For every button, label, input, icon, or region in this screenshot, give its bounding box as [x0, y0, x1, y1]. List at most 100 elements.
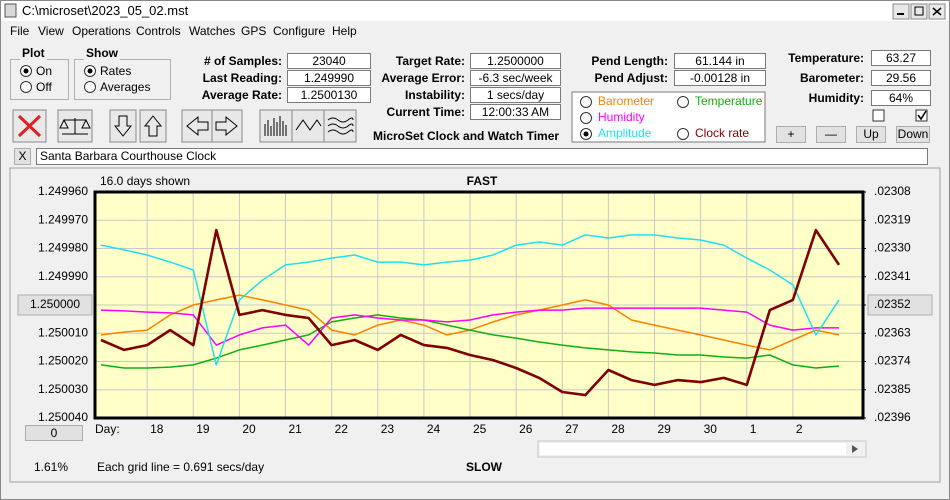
checkbox[interactable] — [915, 109, 928, 122]
x-axis-label: Day: — [95, 422, 120, 436]
watch-name[interactable]: Santa Barbara Courthouse Clock — [36, 148, 928, 165]
button[interactable]: + — [776, 126, 806, 143]
menu-item[interactable]: File — [10, 24, 30, 38]
legend-label[interactable]: Humidity — [598, 110, 645, 124]
menu-item[interactable]: Configure — [273, 24, 326, 38]
field-value: 29.56 — [871, 70, 931, 86]
app-icon — [4, 3, 17, 18]
menu-item[interactable]: Operations — [72, 24, 131, 38]
field-value: 61.144 in — [674, 53, 766, 69]
field-label: Temperature: — [788, 51, 864, 65]
window-title: C:\microset\2023_05_02.mst — [22, 3, 189, 18]
button[interactable]: Down — [896, 126, 930, 143]
group-title: Show — [84, 46, 120, 60]
slow-label: SLOW — [466, 460, 503, 474]
y2-tick-label: .02385 — [874, 382, 911, 396]
status: 1.61% — [34, 460, 68, 474]
legend-label[interactable]: Temperature — [695, 94, 763, 108]
field-value: 1.2500000 — [470, 53, 561, 69]
x-tick-label: 27 — [565, 422, 579, 436]
legend-label[interactable]: Clock rate — [695, 126, 749, 140]
y2-tick-label: .02374 — [874, 354, 911, 368]
field-label: Target Rate: — [395, 54, 465, 68]
offset-button[interactable]: 0 — [25, 425, 83, 441]
x-tick-label: 23 — [381, 422, 395, 436]
x-tick-label: 21 — [289, 422, 303, 436]
radio-label[interactable]: Rates — [100, 64, 132, 78]
radio-label[interactable]: On — [36, 64, 53, 78]
x-tick-label: 29 — [658, 422, 672, 436]
radio-button[interactable] — [580, 96, 592, 108]
scrollbar[interactable] — [537, 440, 867, 458]
x-tick-label: 30 — [704, 422, 718, 436]
x-tick-label: 2 — [796, 422, 803, 436]
field-label: Instability: — [404, 88, 465, 102]
radio-button[interactable] — [677, 96, 689, 108]
legend-label[interactable]: Amplitude — [598, 126, 652, 140]
y2-tick-label: .02352 — [874, 297, 911, 311]
field-value: -0.00128 in — [674, 70, 766, 86]
radio-button[interactable] — [84, 81, 96, 93]
series-line — [100, 228, 841, 397]
field-value: -6.3 sec/week — [470, 70, 561, 86]
field-value: 23040 — [287, 53, 371, 69]
field-value: 1.249990 — [287, 70, 371, 86]
days-shown: 16.0 days shown — [100, 174, 190, 188]
y-tick-label: 1.249990 — [38, 269, 88, 283]
checkbox[interactable] — [872, 109, 885, 122]
x-tick-label: 19 — [196, 422, 210, 436]
app-caption: MicroSet Clock and Watch Timer — [373, 129, 560, 143]
grid-note: Each grid line = 0.691 secs/day — [97, 460, 264, 474]
radio-label[interactable]: Off — [36, 80, 52, 94]
x-tick-label: 18 — [150, 422, 164, 436]
radio-label[interactable]: Averages — [100, 80, 151, 94]
y2-tick-label: .02363 — [874, 325, 911, 339]
menu-item[interactable]: Watches — [189, 24, 236, 38]
button[interactable]: Up — [856, 126, 886, 143]
y-tick-label: 1.250000 — [30, 297, 80, 311]
group-title: Plot — [20, 46, 47, 60]
window-controls[interactable] — [892, 3, 946, 20]
menu-item[interactable]: Controls — [136, 24, 181, 38]
y-tick-label: 1.250030 — [38, 382, 88, 396]
y-tick-label: 1.250040 — [38, 410, 88, 424]
field-label: Average Error: — [381, 71, 465, 85]
x-tick-label: 24 — [427, 422, 441, 436]
field-label: Average Rate: — [201, 88, 282, 102]
y-tick-label: 1.250010 — [38, 325, 88, 339]
x-tick-label: 28 — [611, 422, 625, 436]
y-tick-label: 1.249970 — [38, 212, 88, 226]
menu-item[interactable]: Help — [332, 24, 357, 38]
legend-label[interactable]: Barometer — [598, 94, 654, 108]
x-tick-label: 25 — [473, 422, 487, 436]
axis-button[interactable] — [17, 294, 93, 316]
field-label: Barometer: — [799, 71, 864, 85]
field-label: Current Time: — [386, 105, 465, 119]
series-line — [100, 314, 840, 369]
y2-tick-label: .02319 — [874, 212, 911, 226]
y2-tick-label: .02308 — [874, 184, 911, 198]
x-tick-label: 22 — [335, 422, 349, 436]
radio-dot — [583, 131, 589, 137]
axis-button[interactable] — [867, 294, 933, 316]
x-tick-label: 26 — [519, 422, 533, 436]
field-label: Pend Adjust: — [594, 71, 668, 85]
radio-button[interactable] — [677, 128, 689, 140]
y2-tick-label: .02396 — [874, 410, 911, 424]
series-line — [100, 234, 840, 366]
radio-button[interactable] — [20, 81, 32, 93]
close-button[interactable]: X — [14, 148, 31, 165]
menu-item[interactable]: GPS — [241, 24, 267, 38]
button[interactable]: — — [816, 126, 846, 143]
fast-label: FAST — [467, 174, 498, 188]
toolbar[interactable] — [12, 109, 357, 143]
y2-tick-label: .02341 — [874, 269, 911, 283]
radio-button[interactable] — [580, 112, 592, 124]
y-tick-label: 1.249960 — [38, 184, 88, 198]
field-label: # of Samples: — [203, 54, 282, 68]
field-label: Humidity: — [808, 91, 864, 105]
x-tick-label: 1 — [750, 422, 757, 436]
group-box — [74, 59, 171, 100]
menu-item[interactable]: View — [38, 24, 64, 38]
